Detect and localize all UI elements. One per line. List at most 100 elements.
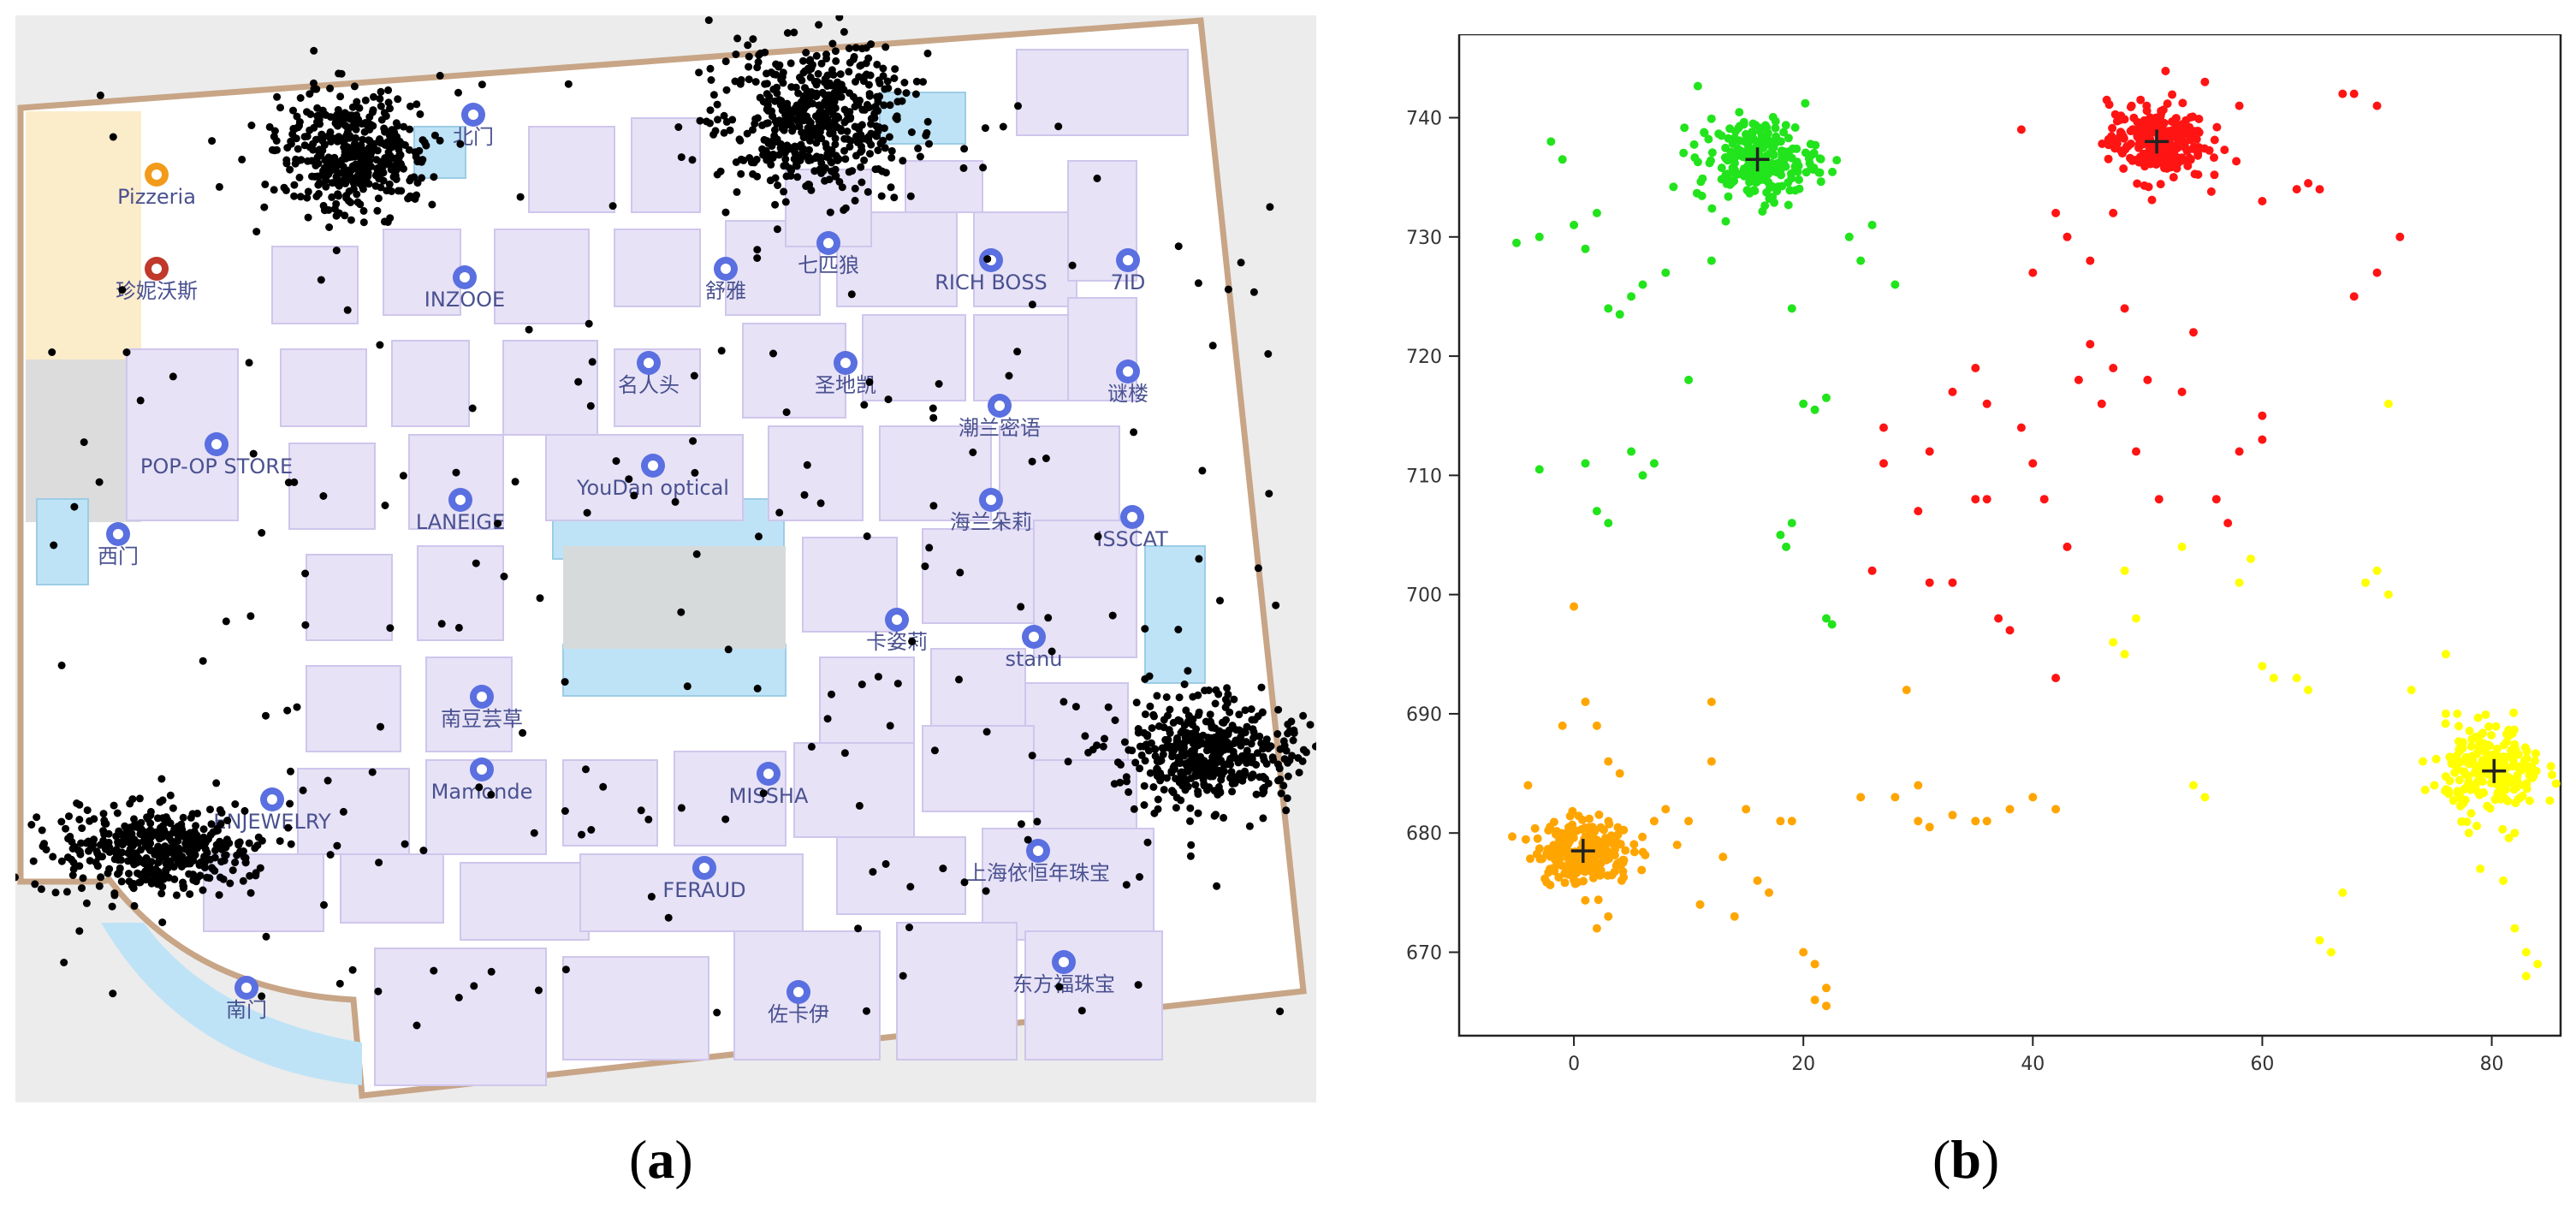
data-point bbox=[2142, 101, 2152, 110]
location-dot bbox=[252, 869, 260, 877]
store-block bbox=[494, 229, 590, 324]
location-dot bbox=[732, 51, 740, 58]
location-dot bbox=[1172, 804, 1180, 812]
location-dot bbox=[869, 868, 877, 876]
data-point bbox=[1555, 835, 1564, 845]
location-dot bbox=[413, 1021, 421, 1030]
location-dot bbox=[1194, 787, 1202, 796]
location-dot bbox=[60, 959, 68, 966]
location-dot bbox=[779, 68, 787, 77]
location-dot bbox=[49, 853, 57, 861]
location-dot bbox=[375, 138, 383, 146]
data-point bbox=[2430, 781, 2439, 790]
location-dot bbox=[136, 878, 145, 887]
location-dot bbox=[846, 89, 853, 98]
x-tick-label: 40 bbox=[2021, 1054, 2045, 1075]
location-dot bbox=[146, 807, 155, 816]
location-dot bbox=[851, 196, 859, 205]
location-dot bbox=[1048, 647, 1056, 656]
data-point bbox=[2315, 936, 2324, 945]
caption-b-close: ) bbox=[1980, 1129, 2000, 1190]
location-dot bbox=[116, 830, 125, 839]
location-dot bbox=[1130, 805, 1138, 813]
location-dot bbox=[1174, 626, 1183, 633]
location-dot bbox=[886, 101, 894, 110]
store-block bbox=[408, 434, 504, 530]
data-point bbox=[1787, 304, 1796, 313]
data-point bbox=[1627, 292, 1636, 301]
data-point bbox=[2051, 208, 2061, 217]
centroid-marker bbox=[2482, 758, 2507, 783]
location-dot bbox=[588, 358, 597, 366]
location-dot bbox=[456, 140, 465, 148]
location-dot bbox=[713, 100, 721, 109]
data-point bbox=[2051, 805, 2061, 814]
location-dot bbox=[312, 135, 320, 144]
location-dot bbox=[357, 157, 365, 165]
location-dot bbox=[1174, 758, 1183, 767]
location-dot bbox=[1298, 757, 1307, 765]
data-point bbox=[2120, 115, 2129, 124]
location-dot bbox=[893, 87, 902, 96]
data-point bbox=[2258, 411, 2267, 420]
store-block bbox=[502, 340, 598, 436]
location-dot bbox=[736, 80, 745, 88]
y-tick-label: 700 bbox=[1406, 585, 1442, 607]
location-dot bbox=[1207, 734, 1215, 742]
location-dot bbox=[1214, 782, 1223, 791]
data-point bbox=[2455, 746, 2465, 756]
data-point bbox=[1755, 127, 1765, 136]
location-dot bbox=[192, 822, 200, 830]
location-dot bbox=[881, 859, 890, 868]
location-dot bbox=[906, 882, 915, 891]
data-point bbox=[1808, 165, 1818, 175]
location-dot bbox=[165, 834, 174, 842]
data-point bbox=[2473, 713, 2483, 722]
location-dot bbox=[246, 888, 255, 897]
location-dot bbox=[328, 193, 336, 201]
data-point bbox=[1822, 614, 1831, 623]
location-dot bbox=[346, 115, 354, 123]
location-dot bbox=[301, 569, 310, 578]
data-point bbox=[1581, 244, 1590, 253]
location-dot bbox=[124, 849, 133, 858]
data-point bbox=[1786, 169, 1795, 178]
location-dot bbox=[625, 475, 633, 484]
location-dot bbox=[195, 861, 204, 870]
location-dot bbox=[373, 206, 382, 215]
data-point bbox=[2527, 763, 2537, 772]
data-point bbox=[2005, 626, 2015, 635]
data-point bbox=[1808, 150, 1818, 159]
location-dot bbox=[829, 70, 838, 79]
location-dot bbox=[1122, 881, 1131, 889]
location-dot bbox=[249, 449, 258, 458]
location-dot bbox=[57, 661, 66, 669]
location-dot bbox=[713, 170, 721, 179]
store-label: POP-OP STORE bbox=[140, 455, 293, 478]
location-dot bbox=[174, 830, 182, 839]
location-dot bbox=[1136, 873, 1143, 881]
location-dot bbox=[1302, 748, 1310, 757]
data-point bbox=[2533, 960, 2543, 969]
data-point bbox=[1707, 148, 1717, 157]
location-dot bbox=[437, 620, 446, 628]
data-point bbox=[1604, 757, 1613, 766]
data-point bbox=[2460, 785, 2469, 794]
data-point bbox=[2431, 754, 2441, 763]
store-label: Pizzeria bbox=[117, 185, 196, 209]
location-dot bbox=[355, 104, 364, 112]
location-dot bbox=[208, 137, 217, 146]
location-dot bbox=[696, 116, 704, 125]
location-dot bbox=[294, 123, 302, 132]
location-dot bbox=[815, 101, 822, 110]
store-block bbox=[280, 348, 367, 427]
data-point bbox=[1629, 847, 1639, 857]
location-dot bbox=[1213, 882, 1221, 890]
data-point bbox=[2140, 181, 2149, 190]
location-dot bbox=[793, 173, 802, 181]
data-point bbox=[2174, 142, 2183, 152]
data-point bbox=[2531, 757, 2539, 765]
store-marker: INZOOE bbox=[424, 265, 505, 312]
location-dot bbox=[706, 119, 714, 128]
location-dot bbox=[335, 135, 344, 144]
